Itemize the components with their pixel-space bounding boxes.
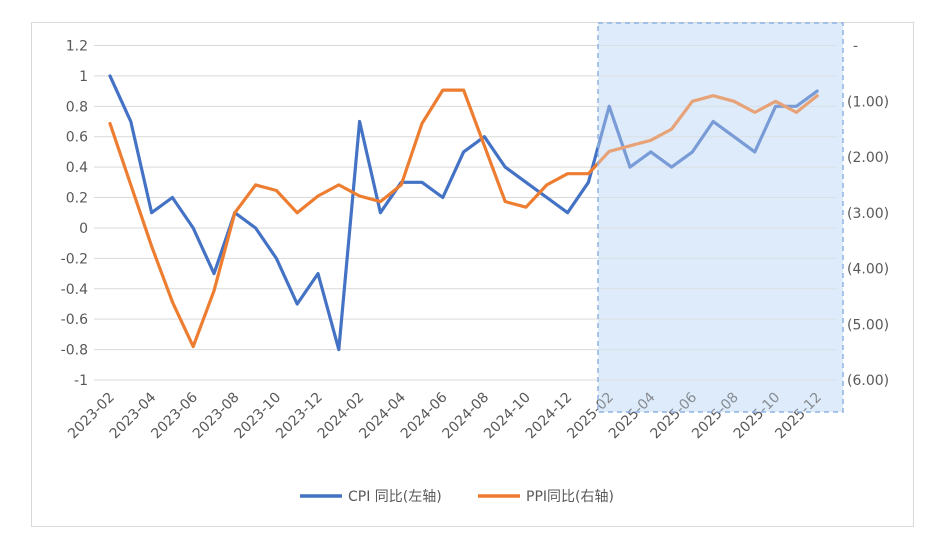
right-tick-label: (6.00) xyxy=(847,373,889,389)
left-tick-label: -0.2 xyxy=(61,251,88,267)
highlight-overlay xyxy=(597,22,844,413)
legend-label-cpi: CPI 同比(左轴) xyxy=(348,489,442,505)
left-tick-label: 1.2 xyxy=(66,39,88,55)
left-tick-label: 1 xyxy=(79,69,88,85)
series-lines xyxy=(108,74,819,352)
left-tick-label: 0 xyxy=(79,221,88,237)
right-tick-label: (2.00) xyxy=(847,150,889,166)
legend-label-ppi: PPI同比(右轴) xyxy=(526,489,614,505)
highlight-border xyxy=(597,22,844,413)
right-tick-label: (1.00) xyxy=(847,94,889,110)
right-tick-label: - xyxy=(853,39,858,55)
left-tick-label: -0.8 xyxy=(61,343,88,359)
left-axis-labels: 1.2 1 0.8 0.6 0.4 0.2 0 -0.2 -0.4 -0.6 -0.8 -1 xyxy=(61,39,88,390)
legend: CPI 同比(左轴) PPI同比(右轴) xyxy=(300,489,614,505)
right-tick-label: (5.00) xyxy=(847,317,889,333)
left-tick-label: -0.4 xyxy=(61,282,88,298)
highlight-region xyxy=(598,23,843,412)
highlight-overlay-fill xyxy=(598,23,843,412)
left-tick-label: 0.4 xyxy=(66,160,88,176)
left-tick-label: 0.8 xyxy=(66,99,88,115)
ppi-series-line xyxy=(108,88,819,349)
left-tick-label: 0.6 xyxy=(66,130,88,146)
left-tick-label: 0.2 xyxy=(66,191,88,207)
right-tick-label: (4.00) xyxy=(847,262,889,278)
left-tick-label: -1 xyxy=(74,373,88,389)
right-axis-labels: - (1.00) (2.00) (3.00) (4.00) (5.00) (6.00) xyxy=(847,39,889,390)
forecast-highlight-layer xyxy=(598,23,843,412)
gridlines xyxy=(94,45,837,381)
left-tick-label: -0.6 xyxy=(61,312,88,328)
right-tick-label: (3.00) xyxy=(847,206,889,222)
